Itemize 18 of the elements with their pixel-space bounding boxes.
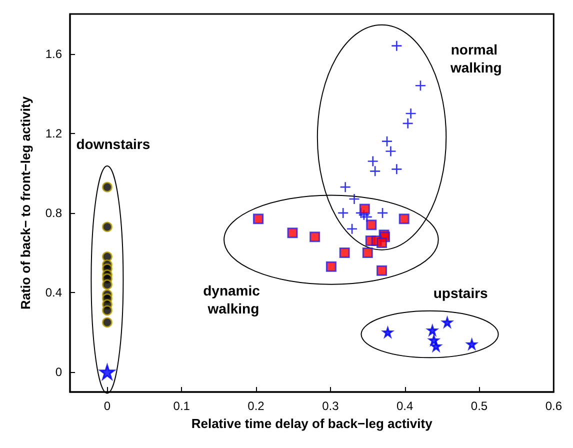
x-tick-label: 0 (104, 399, 111, 413)
annotation: upstairs (433, 284, 488, 301)
y-axis-title: Ratio of back− to front−leg activity (18, 96, 33, 310)
y-tick-label: 1.2 (45, 126, 62, 140)
annotation: dynamic walking (203, 282, 264, 316)
x-axis-title: Relative time delay of back−leg activity (191, 416, 434, 431)
annotation: normal walking (449, 42, 502, 76)
annotation: downstairs (76, 136, 150, 152)
x-tick-label: 0.3 (322, 399, 340, 413)
y-tick-label: 1.6 (45, 46, 62, 61)
x-tick-label: 0.2 (248, 399, 265, 413)
x-tick-label: 0.1 (173, 399, 190, 413)
x-tick-label: 0.5 (470, 399, 488, 413)
x-tick-label: 0.6 (545, 399, 562, 413)
y-tick-label: 0.8 (45, 206, 62, 220)
y-tick-label: 0.4 (45, 286, 62, 300)
x-tick-label: 0.4 (396, 399, 414, 413)
y-tick-label: 0 (55, 365, 62, 380)
